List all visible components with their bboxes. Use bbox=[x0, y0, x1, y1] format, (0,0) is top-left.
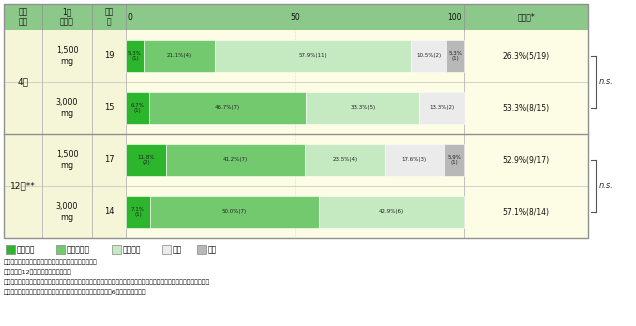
Bar bbox=[4, 30, 126, 82]
Bar bbox=[166, 144, 305, 176]
Bar bbox=[126, 30, 588, 82]
Text: 57.9%(11): 57.9%(11) bbox=[299, 53, 328, 58]
Text: 評価基準：患者の生活の印象、臨床症状改善度、臨床検査成績改善度、臨床的活動度改善度及び形態学的改善度を総合し、: 評価基準：患者の生活の印象、臨床症状改善度、臨床検査成績改善度、臨床的活動度改善… bbox=[4, 279, 211, 285]
Text: 不変: 不変 bbox=[173, 245, 183, 254]
Text: 23.5%(4): 23.5%(4) bbox=[332, 157, 357, 162]
Bar bbox=[4, 186, 126, 238]
Text: 著明改善、中等度改善、軽度改善、不変、悪化、判定不能の6段階で評価した。: 著明改善、中等度改善、軽度改善、不変、悪化、判定不能の6段階で評価した。 bbox=[4, 289, 147, 295]
Text: 軽度改善: 軽度改善 bbox=[123, 245, 141, 254]
Text: 6.7%
(1): 6.7% (1) bbox=[130, 103, 144, 113]
Text: 17.6%(3): 17.6%(3) bbox=[402, 157, 427, 162]
Text: 3,000
mg: 3,000 mg bbox=[56, 98, 78, 118]
Text: 4週: 4週 bbox=[18, 78, 29, 86]
Bar bbox=[307, 92, 419, 124]
Bar bbox=[126, 92, 149, 124]
Text: 42.9%(6): 42.9%(6) bbox=[379, 210, 404, 215]
Bar bbox=[4, 134, 126, 186]
Text: 50: 50 bbox=[290, 12, 300, 22]
Bar bbox=[149, 92, 307, 124]
Bar bbox=[126, 144, 166, 176]
Bar bbox=[444, 144, 464, 176]
Text: 53.3%(8/15): 53.3%(8/15) bbox=[502, 103, 550, 112]
Bar bbox=[385, 144, 444, 176]
Bar bbox=[162, 245, 171, 254]
Text: 11.8%
(2): 11.8% (2) bbox=[137, 155, 155, 165]
Bar bbox=[126, 186, 588, 238]
Text: 41.2%(7): 41.2%(7) bbox=[223, 157, 248, 162]
Bar bbox=[197, 245, 206, 254]
Bar bbox=[4, 4, 588, 238]
Bar bbox=[126, 134, 588, 186]
Text: 19: 19 bbox=[104, 52, 114, 61]
Text: n.s.: n.s. bbox=[599, 182, 614, 190]
Bar bbox=[126, 40, 144, 72]
Bar bbox=[150, 196, 319, 228]
Bar bbox=[411, 40, 446, 72]
Text: n.s.: n.s. bbox=[599, 78, 614, 86]
Text: 13.3%(2): 13.3%(2) bbox=[429, 106, 454, 111]
Bar bbox=[6, 245, 15, 254]
Text: 0: 0 bbox=[128, 12, 133, 22]
Text: 1,500
mg: 1,500 mg bbox=[56, 46, 78, 66]
Bar bbox=[112, 245, 121, 254]
Text: 50.0%(7): 50.0%(7) bbox=[222, 210, 247, 215]
Text: 14: 14 bbox=[104, 208, 114, 216]
Bar bbox=[305, 144, 385, 176]
Text: ＊改善率：著明改善及び中等度改善を加えた症例の比率: ＊改善率：著明改善及び中等度改善を加えた症例の比率 bbox=[4, 259, 98, 265]
Bar bbox=[319, 196, 464, 228]
Bar bbox=[446, 40, 464, 72]
Text: 1日
投与量: 1日 投与量 bbox=[60, 7, 74, 27]
Text: 1,500
mg: 1,500 mg bbox=[56, 150, 78, 170]
Text: 7.1%
(1): 7.1% (1) bbox=[131, 207, 145, 217]
Text: 著明改善: 著明改善 bbox=[17, 245, 36, 254]
Text: 悪化: 悪化 bbox=[208, 245, 218, 254]
Bar bbox=[144, 40, 215, 72]
Bar bbox=[4, 4, 588, 30]
Text: 15: 15 bbox=[104, 103, 114, 112]
Text: 5.3%
(1): 5.3% (1) bbox=[448, 51, 462, 61]
Text: 12週**: 12週** bbox=[10, 182, 36, 190]
Bar bbox=[4, 82, 126, 134]
Text: 5.9%
(1): 5.9% (1) bbox=[447, 155, 461, 165]
Text: 3,000
mg: 3,000 mg bbox=[56, 202, 78, 222]
Text: 17: 17 bbox=[104, 156, 114, 165]
Bar bbox=[126, 82, 588, 134]
Text: 100: 100 bbox=[448, 12, 462, 22]
Text: 52.9%(9/17): 52.9%(9/17) bbox=[502, 156, 550, 165]
Text: 26.3%(5/19): 26.3%(5/19) bbox=[502, 52, 550, 61]
Text: 10.5%(2): 10.5%(2) bbox=[416, 53, 441, 58]
Bar bbox=[215, 40, 411, 72]
Bar bbox=[126, 196, 150, 228]
Text: 改善率*: 改善率* bbox=[517, 12, 535, 22]
Text: 症例
数: 症例 数 bbox=[104, 7, 114, 27]
Text: ＊＊投与後12週間あるいは投与終了時: ＊＊投与後12週間あるいは投与終了時 bbox=[4, 269, 72, 274]
Bar bbox=[56, 245, 65, 254]
Text: 57.1%(8/14): 57.1%(8/14) bbox=[502, 208, 550, 216]
Text: 46.7%(7): 46.7%(7) bbox=[215, 106, 240, 111]
Text: 中等度改善: 中等度改善 bbox=[67, 245, 90, 254]
Text: 21.1%(4): 21.1%(4) bbox=[167, 53, 192, 58]
Bar bbox=[419, 92, 464, 124]
Text: 33.3%(5): 33.3%(5) bbox=[350, 106, 375, 111]
Text: 評価
時期: 評価 時期 bbox=[18, 7, 27, 27]
Text: 5.3%
(1): 5.3% (1) bbox=[128, 51, 142, 61]
